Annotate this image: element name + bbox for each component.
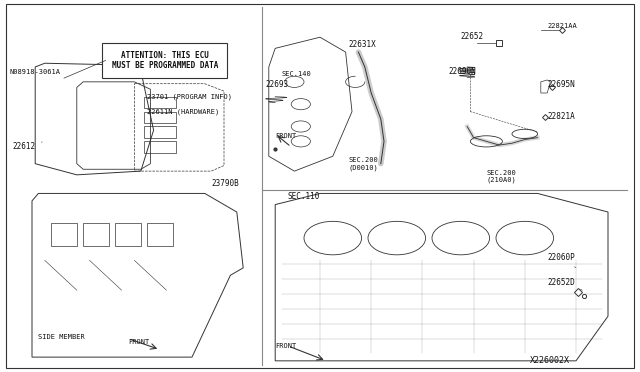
Text: 22693: 22693: [266, 80, 289, 89]
Text: FRONT: FRONT: [275, 343, 296, 349]
FancyBboxPatch shape: [102, 43, 227, 78]
Text: SIDE MEMBER: SIDE MEMBER: [38, 334, 85, 340]
Bar: [144, 112, 176, 123]
Text: 22821AA: 22821AA: [547, 23, 577, 29]
Text: 22652: 22652: [461, 32, 484, 41]
Text: 22611N (HARDWARE): 22611N (HARDWARE): [147, 109, 220, 115]
Bar: [144, 97, 176, 108]
Text: N08918-3061A: N08918-3061A: [10, 70, 61, 76]
Text: SEC.110: SEC.110: [288, 192, 321, 201]
Text: SEC.200: SEC.200: [349, 157, 378, 163]
Text: 22612: 22612: [13, 142, 42, 151]
Text: FRONT: FRONT: [128, 339, 149, 345]
Bar: [83, 223, 109, 246]
Text: 22821A: 22821A: [547, 112, 575, 121]
Text: SEC.140: SEC.140: [282, 71, 311, 77]
Bar: [147, 223, 173, 246]
Text: X226002X: X226002X: [531, 356, 570, 365]
Text: 23790B: 23790B: [211, 179, 239, 188]
Bar: [144, 126, 176, 138]
Bar: [115, 223, 141, 246]
Text: 22652D: 22652D: [547, 278, 582, 290]
Text: 22690N: 22690N: [448, 67, 476, 76]
Bar: [51, 223, 77, 246]
Text: 23701 (PROGRAM INFO): 23701 (PROGRAM INFO): [147, 94, 232, 100]
Text: (D0010): (D0010): [349, 165, 378, 171]
Bar: [144, 141, 176, 153]
Text: 22060P: 22060P: [547, 253, 576, 268]
Text: FRONT: FRONT: [275, 133, 296, 139]
Text: 22695N: 22695N: [547, 80, 575, 89]
Text: ATTENTION: THIS ECU
MUST BE PROGRAMMED DATA: ATTENTION: THIS ECU MUST BE PROGRAMMED D…: [111, 51, 218, 70]
Text: 22631X: 22631X: [349, 39, 376, 48]
Text: (210A0): (210A0): [486, 177, 516, 183]
Text: SEC.200: SEC.200: [486, 170, 516, 176]
